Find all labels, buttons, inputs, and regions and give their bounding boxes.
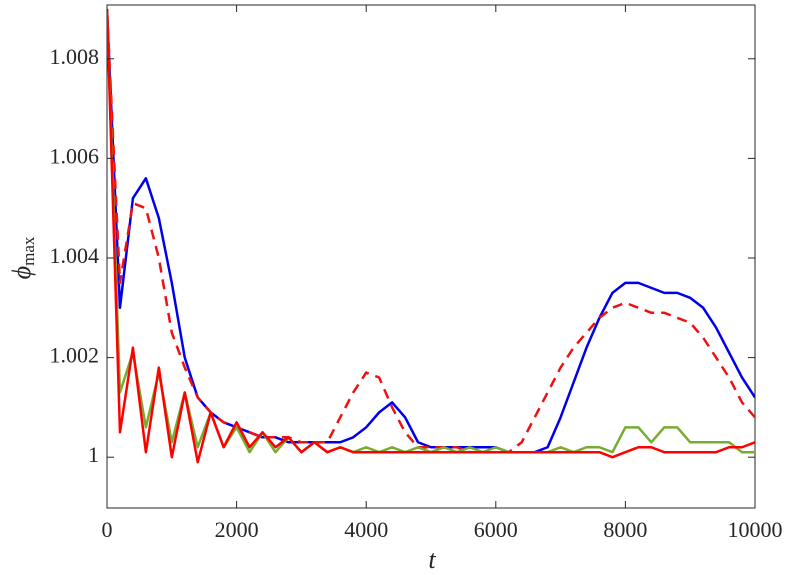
lines [107, 8, 755, 464]
y-tick-label: 1.002 [50, 343, 100, 368]
y-axis-symbol: ϕ [7, 266, 36, 279]
y-axis-subscript: max [19, 236, 38, 266]
x-tick-label: 4000 [344, 517, 388, 542]
x-tick-label: 8000 [603, 517, 647, 542]
y-tick-label: 1.006 [50, 143, 100, 168]
y-tick-label: 1.008 [50, 44, 100, 69]
y-tick-label: 1 [88, 442, 99, 467]
x-tick-label: 0 [102, 517, 113, 542]
x-tick-label: 2000 [215, 517, 259, 542]
x-tick-label: 6000 [474, 517, 518, 542]
series-line [107, 8, 755, 464]
y-axis-label: ϕmax [7, 236, 38, 279]
y-tick-label: 1.004 [50, 243, 100, 268]
x-tick-label: 10000 [728, 517, 783, 542]
x-axis-label: t [428, 545, 436, 574]
series-line [107, 8, 755, 454]
series-line [107, 8, 755, 454]
